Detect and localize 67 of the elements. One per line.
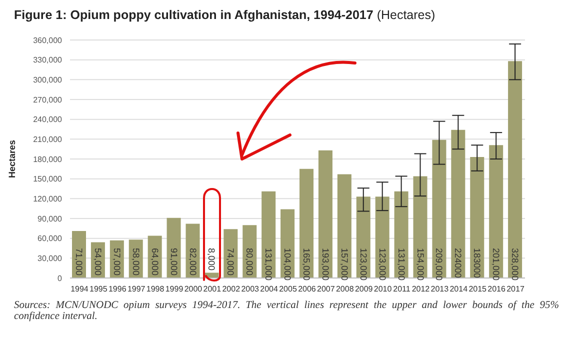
data-label: 183000: [472, 248, 482, 278]
data-label: 104,000: [282, 248, 293, 281]
data-label: 91,000: [168, 248, 179, 276]
data-label: 131,000: [264, 248, 274, 281]
x-tick-label: 2008: [336, 284, 354, 294]
x-tick-label: 2017: [506, 284, 525, 294]
chart-title: Figure 1: Opium poppy cultivation in Afghanistan, 1994-2017: [14, 8, 374, 22]
x-tick-label: 2007: [317, 284, 336, 294]
data-label: 82,000: [188, 248, 198, 276]
data-label: 123,000: [377, 248, 388, 281]
data-label: 74,000: [226, 248, 236, 276]
x-tick-label: 2003: [241, 284, 260, 294]
x-tick-label: 2002: [222, 284, 241, 294]
x-tick-label: 2010: [374, 284, 392, 294]
data-label: 64,000: [150, 248, 160, 276]
data-label: 154,000: [415, 248, 426, 281]
x-tick-label: 2000: [184, 284, 203, 294]
data-label: 131,000: [396, 248, 406, 281]
x-tick-label: 2011: [393, 284, 411, 294]
bar: [451, 130, 466, 278]
data-label: 8,000: [206, 248, 217, 271]
y-tick-label: 90,000: [38, 214, 63, 224]
x-tick-label: 2004: [260, 284, 279, 294]
x-tick-label: 2015: [468, 284, 488, 294]
data-label: 123,000: [358, 248, 368, 281]
data-label: 54,000: [92, 248, 103, 276]
y-tick-label: 210,000: [33, 135, 63, 144]
y-tick-label: 300,000: [33, 76, 63, 85]
x-tick-label: 1997: [127, 284, 146, 294]
data-label: 224000: [453, 248, 464, 278]
x-tick-label: 1999: [165, 284, 184, 294]
data-label: 71,000: [74, 248, 84, 276]
y-axis-title: Hectares: [7, 140, 18, 178]
data-label: 328,000: [510, 248, 520, 281]
y-tick-label: 330,000: [33, 56, 63, 65]
y-tick-label: 60,000: [38, 234, 63, 244]
y-tick-label: 30,000: [38, 254, 63, 264]
data-label: 80,000: [244, 248, 255, 276]
source-note: Sources: MCN/UNODC opium surveys 1994-2017. The vertical lines represent the upper and lower bounds of the 95% confidence interval.: [14, 300, 559, 322]
y-tick-label: 0: [58, 274, 63, 283]
x-tick-label: 2006: [298, 284, 316, 294]
bar: [470, 157, 484, 278]
y-tick-label: 180,000: [33, 154, 63, 164]
data-label: 58,000: [130, 248, 141, 276]
x-tick-label: 1995: [90, 284, 108, 294]
y-tick-label: 240,000: [33, 115, 63, 124]
chart-subtitle: (Hectares): [376, 8, 436, 22]
data-label: 157,000: [339, 248, 350, 281]
data-label: 193,000: [320, 248, 330, 281]
y-tick-label: 360,000: [33, 36, 63, 45]
x-tick-label: 2005: [279, 284, 298, 294]
data-label: 57,000: [112, 248, 122, 276]
y-tick-label: 120,000: [33, 194, 63, 204]
y-tick-label: 270,000: [33, 95, 63, 104]
x-tick-label: 1994: [70, 284, 89, 294]
data-label: 165,000: [302, 248, 312, 281]
x-tick-label: 2009: [354, 284, 374, 294]
x-tick-label: 1998: [146, 284, 165, 294]
data-label: 209,000: [434, 248, 444, 281]
data-label: 201,000: [491, 248, 502, 281]
x-tick-label: 1996: [108, 284, 127, 294]
x-tick-label: 2012: [412, 284, 430, 294]
x-tick-label: 2014: [450, 284, 468, 294]
x-tick-label: 2001: [203, 284, 222, 294]
y-tick-label: 150,000: [33, 174, 63, 184]
x-tick-label: 2016: [488, 284, 506, 294]
x-tick-label: 2013: [430, 284, 450, 294]
